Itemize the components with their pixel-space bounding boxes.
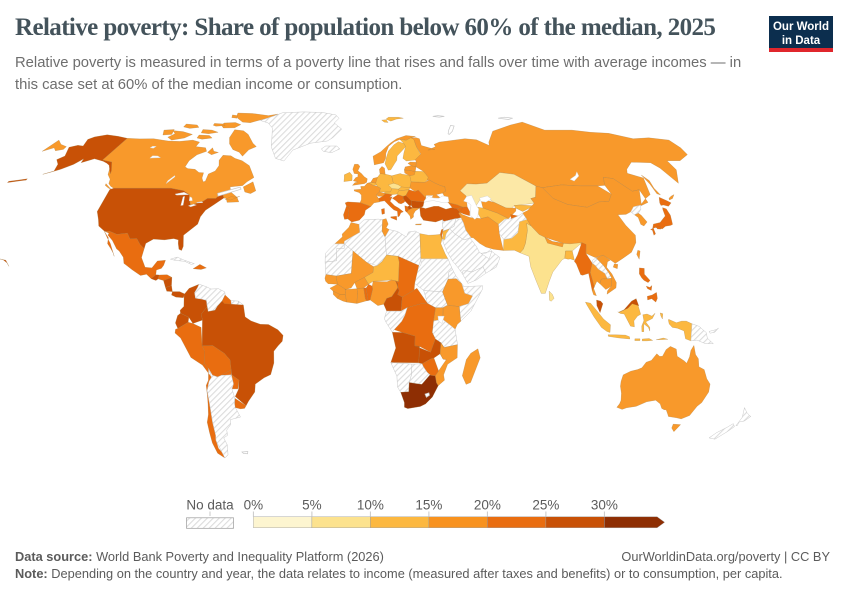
svg-text:25%: 25% [532, 498, 559, 513]
svg-text:No data: No data [186, 498, 234, 513]
svg-text:5%: 5% [302, 498, 322, 513]
svg-text:10%: 10% [357, 498, 384, 513]
svg-text:20%: 20% [474, 498, 501, 513]
svg-text:30%: 30% [591, 498, 618, 513]
svg-text:15%: 15% [415, 498, 442, 513]
svg-text:0%: 0% [244, 498, 264, 513]
